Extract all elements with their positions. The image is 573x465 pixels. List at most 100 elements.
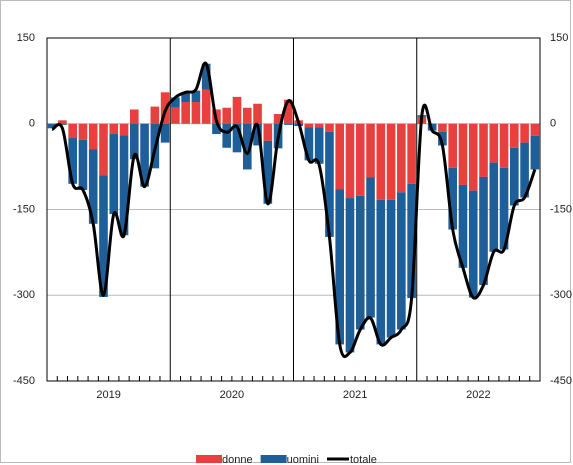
y-tick-label: -150 bbox=[13, 203, 35, 215]
bar bbox=[499, 123, 509, 168]
bar bbox=[489, 162, 499, 252]
bar bbox=[284, 123, 293, 125]
bar bbox=[263, 123, 273, 141]
legend-swatch bbox=[196, 455, 222, 463]
bar bbox=[479, 176, 488, 285]
bar bbox=[530, 123, 540, 136]
bar bbox=[325, 131, 334, 237]
bar bbox=[366, 123, 375, 178]
legend-label: uomini bbox=[287, 454, 319, 465]
bar bbox=[181, 92, 190, 103]
bar bbox=[78, 139, 88, 191]
plot-frame bbox=[46, 37, 541, 382]
x-tick-label: 2019 bbox=[96, 389, 120, 401]
bar bbox=[530, 135, 540, 170]
bar bbox=[304, 127, 314, 161]
bar bbox=[129, 109, 139, 124]
bar bbox=[510, 123, 519, 148]
bar bbox=[438, 131, 447, 146]
bar bbox=[212, 123, 221, 135]
bar bbox=[47, 123, 57, 129]
y-tick-label: 0 bbox=[29, 118, 35, 130]
bar bbox=[242, 107, 252, 124]
bar bbox=[171, 107, 180, 124]
line bbox=[51, 61, 537, 359]
legend-swatch bbox=[260, 455, 287, 463]
bar bbox=[407, 183, 416, 299]
bar bbox=[242, 123, 252, 170]
bar bbox=[438, 123, 447, 132]
bar bbox=[171, 97, 180, 108]
bar bbox=[325, 123, 334, 132]
bar bbox=[68, 123, 77, 139]
x-tick-label: 2022 bbox=[466, 389, 490, 401]
bar bbox=[201, 63, 211, 90]
bar bbox=[499, 167, 509, 250]
bar bbox=[232, 96, 242, 124]
bar bbox=[68, 138, 77, 184]
bar bbox=[335, 189, 345, 345]
bar bbox=[222, 123, 232, 148]
bar bbox=[78, 123, 88, 140]
bar bbox=[489, 123, 499, 163]
y2-tick-label: -450 bbox=[550, 375, 572, 387]
bar bbox=[355, 123, 365, 196]
y2-tick-label: -300 bbox=[550, 289, 572, 301]
y-tick-label: -300 bbox=[13, 289, 35, 301]
bar bbox=[448, 167, 458, 230]
bar bbox=[407, 123, 416, 184]
bar bbox=[201, 89, 211, 124]
bar bbox=[181, 102, 190, 124]
bar bbox=[119, 123, 129, 136]
bar bbox=[304, 123, 314, 128]
bar bbox=[58, 120, 67, 124]
bar bbox=[335, 123, 345, 190]
bar bbox=[479, 123, 488, 177]
bar bbox=[119, 135, 129, 236]
bar bbox=[263, 140, 273, 204]
y2-tick-label: -150 bbox=[550, 203, 572, 215]
bar bbox=[397, 192, 406, 330]
bar bbox=[140, 123, 149, 187]
bar bbox=[397, 123, 406, 193]
y2-tick-label: 0 bbox=[550, 118, 556, 130]
bar bbox=[129, 123, 139, 160]
bar bbox=[284, 99, 293, 124]
bar bbox=[468, 123, 478, 191]
bar bbox=[253, 103, 262, 124]
bar bbox=[314, 123, 324, 128]
bar bbox=[376, 199, 386, 345]
bar bbox=[253, 123, 262, 146]
bar bbox=[376, 123, 386, 200]
bar bbox=[345, 198, 355, 353]
bar bbox=[160, 123, 170, 143]
bar bbox=[88, 123, 98, 150]
bar bbox=[468, 190, 478, 298]
x-tick-label: 2021 bbox=[343, 389, 367, 401]
bar bbox=[520, 142, 529, 198]
bar bbox=[109, 134, 119, 215]
bar bbox=[58, 123, 67, 125]
bar bbox=[366, 177, 375, 318]
bar bbox=[150, 106, 160, 124]
bar bbox=[191, 90, 201, 103]
bar bbox=[510, 147, 519, 206]
bar bbox=[99, 175, 108, 297]
bar bbox=[273, 114, 283, 124]
bar bbox=[232, 123, 242, 153]
x-tick-label: 2020 bbox=[220, 389, 244, 401]
legend-label: donne bbox=[222, 454, 253, 465]
bar bbox=[386, 123, 396, 200]
y-tick-label: -450 bbox=[13, 375, 35, 387]
bar bbox=[314, 127, 324, 164]
bar bbox=[458, 184, 468, 268]
bar bbox=[520, 123, 529, 143]
bar bbox=[109, 123, 119, 135]
y2-tick-label: 150 bbox=[550, 32, 568, 44]
bar bbox=[88, 149, 98, 224]
bar bbox=[448, 123, 458, 168]
bar bbox=[386, 199, 396, 338]
bar bbox=[191, 102, 201, 124]
bar bbox=[458, 123, 468, 185]
